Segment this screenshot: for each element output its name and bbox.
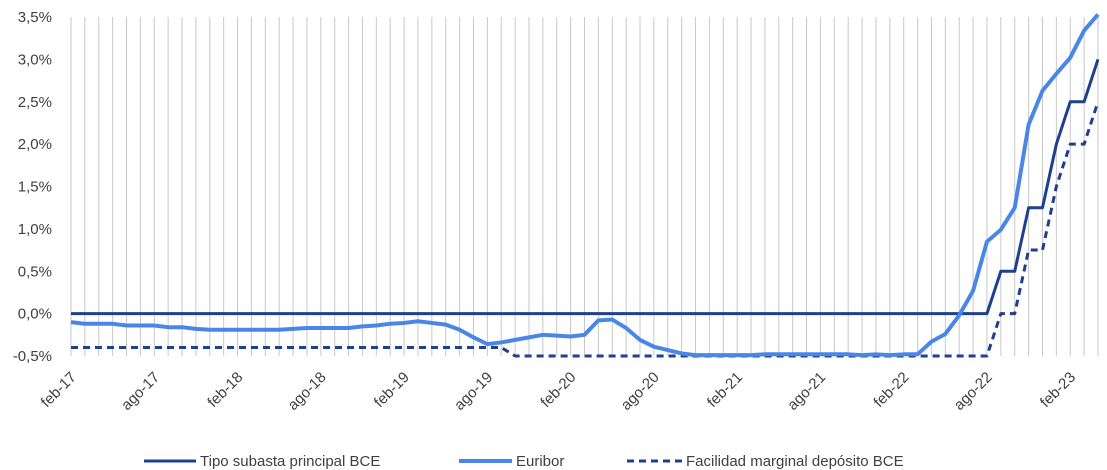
y-tick-label: 2,5% <box>18 94 52 111</box>
y-tick-label: 0,5% <box>18 263 52 280</box>
x-tick-label: ago-22 <box>951 369 996 414</box>
series-line-0 <box>71 58 1100 316</box>
x-tick-label: feb-17 <box>38 369 80 411</box>
x-tick-label: feb-22 <box>870 369 912 411</box>
vertical-gridlines <box>70 17 1099 356</box>
x-tick-label: feb-23 <box>1037 369 1079 411</box>
x-tick-label: feb-18 <box>204 369 246 411</box>
series-lines <box>70 13 1100 358</box>
x-tick-label: ago-21 <box>784 369 829 414</box>
y-tick-label: 2,0% <box>18 136 52 153</box>
y-tick-label: 3,5% <box>18 9 52 26</box>
y-tick-label: 1,5% <box>18 179 52 196</box>
y-tick-label: 1,0% <box>18 221 52 238</box>
x-tick-label: feb-19 <box>371 369 413 411</box>
y-axis-tick-labels: -0,5% 0,0% 0,5% 1,0% 1,5% 2,0% 2,5% 3,0% 3,5% <box>13 9 52 365</box>
x-tick-label: ago-20 <box>618 369 663 414</box>
x-tick-label: ago-19 <box>451 369 496 414</box>
legend-label: Euribor <box>516 453 564 470</box>
series-line-2 <box>71 101 1100 358</box>
legend: Tipo subasta principal BCE Euribor Facilid… <box>144 453 904 470</box>
x-tick-label: ago-18 <box>285 369 330 414</box>
y-tick-label: 3,0% <box>18 51 52 68</box>
x-tick-label: feb-20 <box>537 369 579 411</box>
series-line-1 <box>70 13 1100 358</box>
x-tick-label: ago-17 <box>118 369 163 414</box>
y-tick-label: 0,0% <box>18 306 52 323</box>
legend-label: Facilidad marginal depósito BCE <box>686 453 904 470</box>
x-tick-label: feb-21 <box>704 369 746 411</box>
y-tick-label: -0,5% <box>13 348 52 365</box>
legend-label: Tipo subasta principal BCE <box>200 453 380 470</box>
x-axis-tick-labels: feb-17 ago-17 feb-18 ago-18 feb-19 ago-19 feb-… <box>38 369 1079 414</box>
